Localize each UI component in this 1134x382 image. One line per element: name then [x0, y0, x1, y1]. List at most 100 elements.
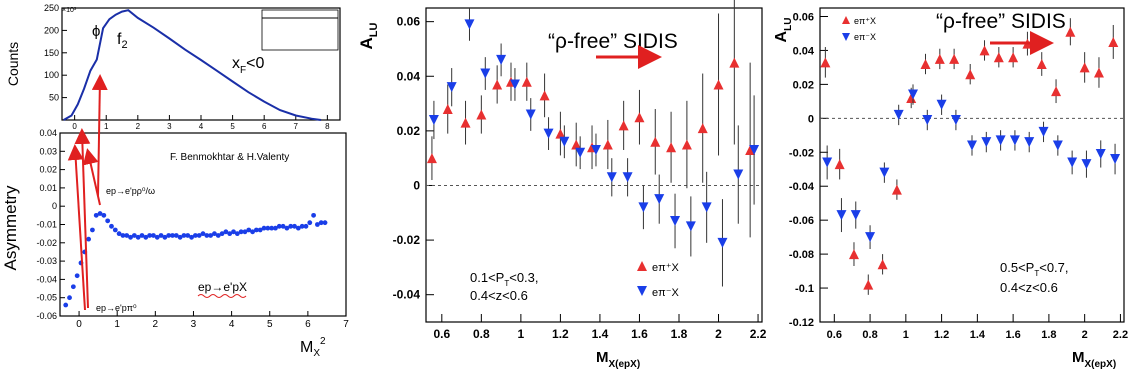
- mid-piplus-point: [602, 139, 613, 150]
- mid-xtick-label: 2.2: [750, 327, 767, 341]
- right-xtick-label: 2: [1082, 329, 1088, 341]
- asym-point: [170, 233, 175, 238]
- asym-point: [303, 223, 309, 229]
- right-piplus-point: [965, 69, 976, 80]
- asym-point: [219, 231, 225, 237]
- right-ytick-label: -0.02: [789, 147, 814, 159]
- right-piplus-point: [1065, 26, 1076, 37]
- mid-legend-piminus-label: eπ⁻X: [652, 287, 680, 299]
- asym-ytick-label: -0.05: [36, 293, 57, 303]
- right-frame: [819, 7, 1125, 323]
- asym-xtick-label: 6: [305, 319, 311, 330]
- mid-piminus-point: [590, 144, 601, 155]
- asym-point: [112, 227, 118, 233]
- phi-label: ϕ: [92, 23, 100, 40]
- right-xtick-label: 1.6: [1005, 329, 1020, 341]
- right-piminus-point: [865, 232, 876, 243]
- mid-piminus-point: [480, 68, 491, 79]
- counts-xtick-label: 4: [199, 122, 204, 131]
- counts-xtick-label: 5: [230, 122, 235, 131]
- counts-xtick-label: 2: [136, 122, 141, 131]
- mid-piplus-point: [492, 79, 503, 90]
- stats-box: [261, 9, 339, 51]
- right-piminus-point: [836, 210, 847, 221]
- mid-piminus-point: [496, 54, 507, 65]
- mid-frame: [425, 7, 763, 323]
- counts-xtick-label: 7: [294, 122, 299, 131]
- asym-point: [284, 225, 290, 231]
- pi0-label: ep→e'pπ⁰: [96, 303, 137, 313]
- author-label: F. Benmokhtar & H.Valenty: [170, 152, 289, 163]
- red-arrow: [91, 74, 108, 197]
- right-xlabel: MX(epX): [1072, 349, 1116, 370]
- counts-ytick-label: 50: [49, 93, 59, 103]
- asym-point: [166, 233, 172, 238]
- asym-ytick-label: 0.02: [39, 165, 57, 175]
- asym-ylabel: Asymmetry: [1, 185, 20, 271]
- right-piplus-point: [834, 159, 845, 170]
- right-ytick-label: -0.08: [789, 249, 814, 261]
- asym-xtick-label: 0: [76, 319, 82, 330]
- mid-ytick-label: 0.02: [397, 124, 421, 138]
- asym-xtick-label: 7: [343, 319, 349, 330]
- asym-point: [177, 234, 183, 240]
- asym-point: [109, 223, 114, 229]
- mid-xtick-label: 1.4: [592, 327, 609, 341]
- mid-piminus-point: [606, 172, 617, 183]
- mid-xtick-label: 0.8: [473, 327, 490, 341]
- xf-label: xF<0: [232, 55, 264, 76]
- mid-piplus-point: [697, 123, 708, 134]
- right-piplus-point: [993, 52, 1004, 63]
- asym-point: [215, 233, 221, 238]
- counts-xtick-label: 1: [104, 122, 109, 131]
- asym-point: [280, 223, 286, 229]
- mid-xtick-label: 1: [518, 327, 525, 341]
- right-xtick-label: 1.2: [934, 329, 949, 341]
- asym-point: [208, 233, 214, 238]
- right-piplus-point: [863, 279, 874, 290]
- right-xtick-label: 1.4: [970, 329, 986, 341]
- asym-point: [196, 233, 202, 238]
- mid-legend-piplus-label: eπ⁺X: [652, 262, 680, 274]
- asym-point: [269, 225, 275, 231]
- mid-xtick-label: 1.2: [552, 327, 569, 341]
- mid-piminus-point: [622, 172, 633, 183]
- asym-point: [318, 220, 324, 226]
- mid-xtick-label: 2: [715, 327, 722, 341]
- counts-ylabel: Counts: [5, 42, 21, 86]
- asym-point: [139, 233, 145, 238]
- right-piminus-point: [879, 167, 890, 178]
- counts-xtick-label: 0: [72, 122, 77, 131]
- red-arrow: [82, 148, 101, 206]
- right-piplus-point: [1051, 86, 1062, 97]
- asym-point: [238, 229, 244, 235]
- asym-point: [86, 236, 91, 242]
- asym-ytick-label: 0.03: [39, 146, 57, 156]
- mid-piplus-point: [650, 136, 661, 147]
- asym-ytick-label: 0: [52, 201, 57, 211]
- asym-point: [299, 223, 305, 229]
- right-piplus-point: [1079, 62, 1090, 73]
- right-piplus-point: [949, 53, 960, 64]
- right-ytick-label: -0.12: [789, 317, 814, 329]
- right-piminus-point: [967, 140, 977, 151]
- right-xtick-label: 1: [903, 329, 909, 341]
- asym-point: [200, 231, 206, 237]
- right-legend-piplus-label: eπ⁺X: [854, 16, 876, 26]
- asym-point: [265, 225, 271, 231]
- counts-ytick-label: 100: [44, 70, 59, 80]
- asym-point: [124, 233, 130, 238]
- asym-ytick-label: -0.01: [36, 220, 57, 230]
- right-piminus-point: [1038, 126, 1049, 137]
- right-ytick-label: 0.02: [793, 79, 814, 91]
- mid-piplus-point: [521, 76, 532, 87]
- mid-piminus-point: [685, 221, 696, 232]
- right-piminus-point: [950, 115, 961, 126]
- right-piplus-point: [1036, 59, 1047, 70]
- asym-point: [246, 227, 252, 233]
- right-ytick-label: 0.04: [793, 45, 815, 57]
- red-arrow: [74, 128, 91, 309]
- mid-piplus-point: [618, 120, 629, 131]
- right-piminus-point: [1052, 140, 1063, 151]
- right-ytick-label: -0.04: [789, 181, 815, 193]
